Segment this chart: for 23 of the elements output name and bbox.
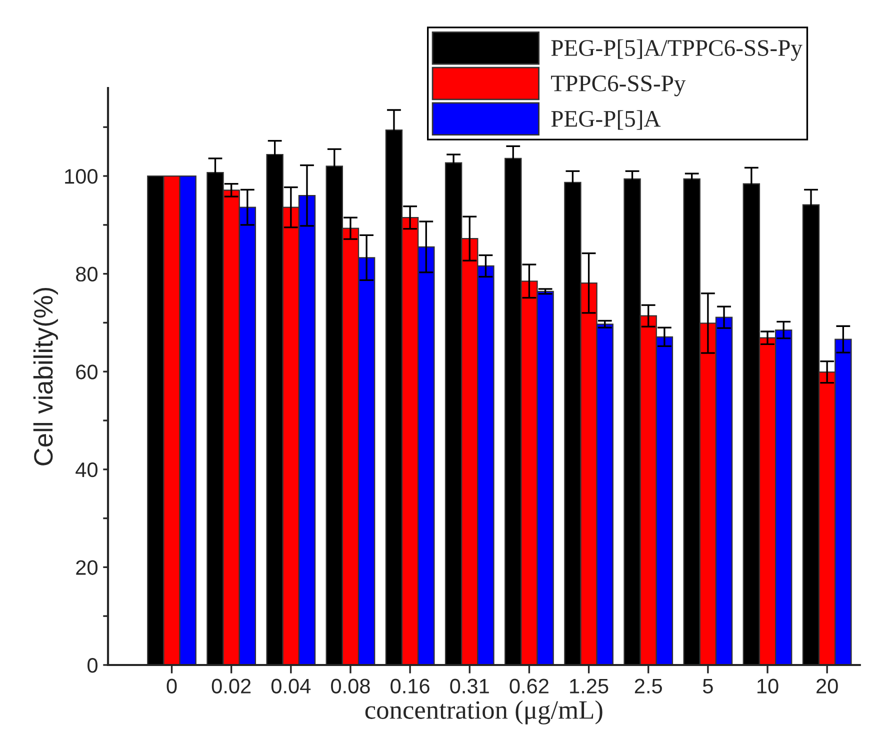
x-tick-label: 10 — [758, 678, 778, 694]
y-tick-label: 100 — [65, 169, 98, 184]
x-tick-label: 0.02 — [212, 678, 251, 694]
y-tick-label: 40 — [76, 462, 98, 478]
y-axis-title: Cell viability(%) — [33, 288, 58, 466]
x-axis-title: concentration (μg/mL) — [365, 700, 602, 724]
x-tick-label: 0.04 — [271, 678, 311, 694]
x-tick-label: 2.5 — [634, 678, 662, 694]
x-tick-label: 0 — [166, 678, 177, 694]
y-tick-label: 0 — [88, 658, 98, 673]
x-tick-label: 0.62 — [510, 678, 548, 694]
y-tick-label: 60 — [76, 364, 98, 380]
x-tick-label: 0.16 — [390, 678, 430, 694]
y-tick-label: 20 — [76, 560, 98, 575]
x-tick-label: 0.31 — [450, 678, 489, 694]
y-tick-label: 80 — [76, 266, 98, 282]
x-tick-label: 1.25 — [570, 678, 608, 694]
x-tick-label: 20 — [816, 678, 838, 694]
legend-label: TPPC6-SS-Py — [551, 76, 686, 96]
x-tick-label: 5 — [702, 678, 713, 694]
legend-label: PEG-P[5]A — [551, 110, 661, 130]
legend-label: PEG-P[5]A/TPPC6-SS-Py — [551, 39, 802, 61]
x-tick-label: 0.08 — [331, 678, 370, 694]
